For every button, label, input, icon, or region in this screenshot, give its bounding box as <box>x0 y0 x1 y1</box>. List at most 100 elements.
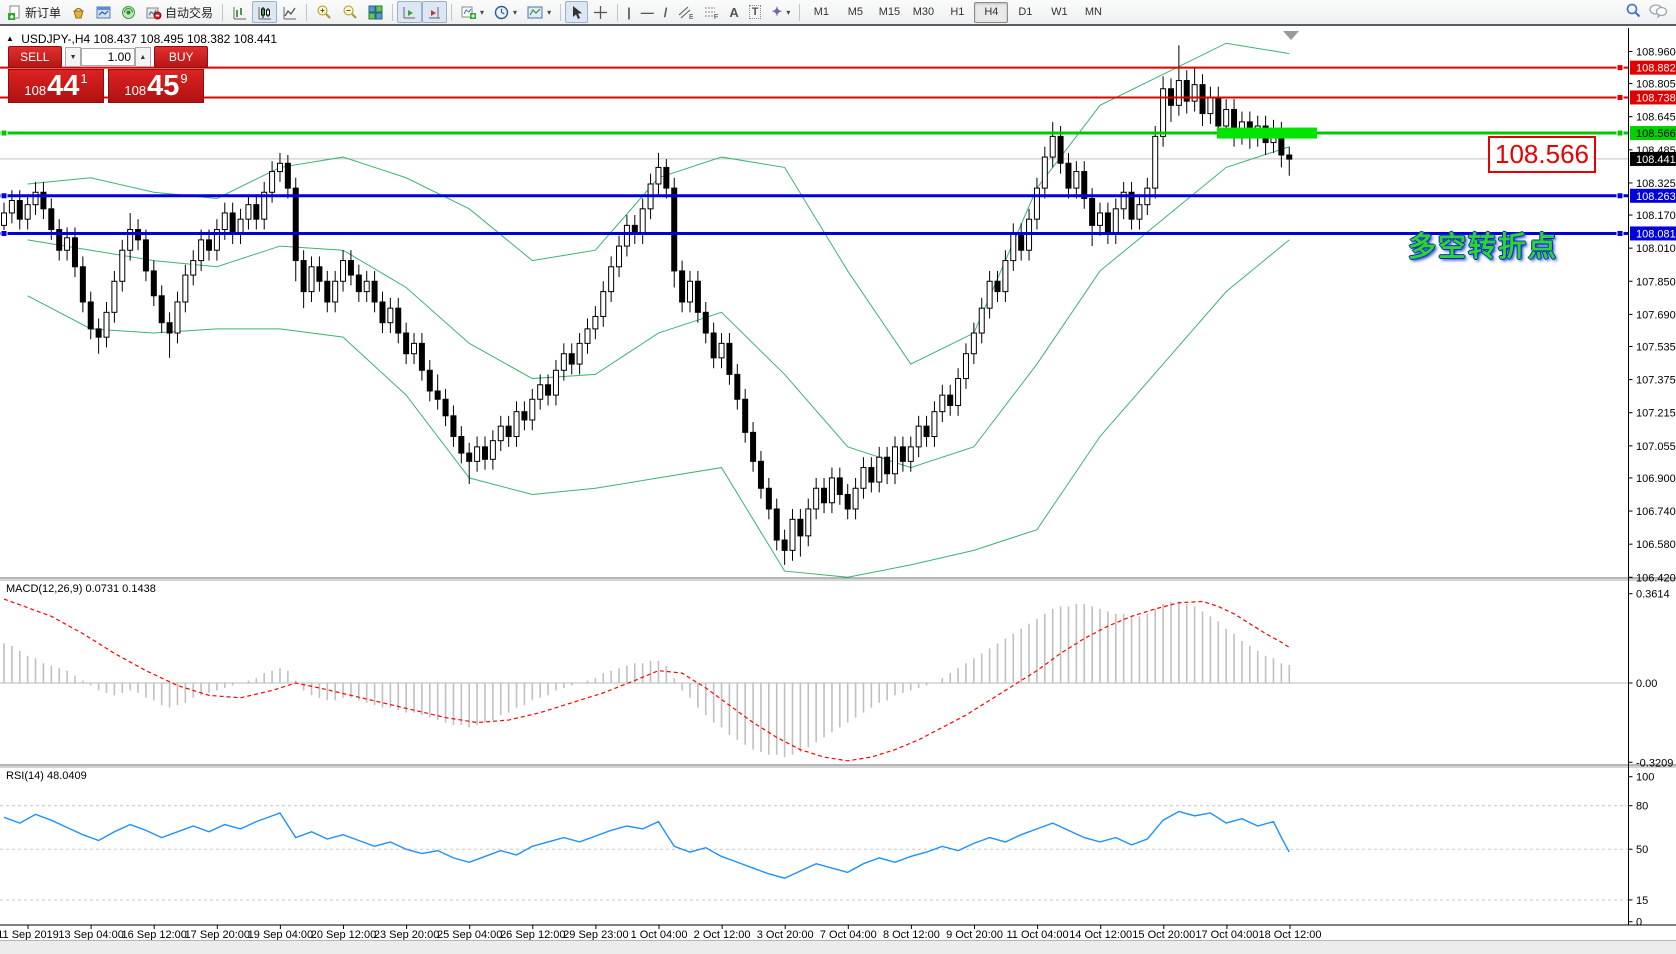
cursor-icon <box>570 5 583 20</box>
tile-windows-button[interactable] <box>363 1 388 23</box>
signals-button[interactable] <box>116 1 141 23</box>
line-chart-button[interactable] <box>277 1 302 23</box>
price-tick-label: 107.055 <box>1636 441 1676 453</box>
buy-price-tile[interactable]: 108 45 9 <box>108 69 204 103</box>
crosshair-button[interactable] <box>588 1 613 23</box>
timeframe-M5[interactable]: M5 <box>847 6 864 18</box>
price-axis: 108.960108.805108.645108.485108.325108.1… <box>1628 47 1676 584</box>
sell-price-tile[interactable]: 108 44 1 <box>8 69 104 103</box>
chart-shift-icon <box>427 5 442 20</box>
candle-body <box>308 266 315 293</box>
chart-canvas[interactable]: 108.960108.805108.645108.485108.325108.1… <box>0 28 1676 940</box>
volume-increase-button[interactable]: ▲ <box>135 47 151 67</box>
sell-button[interactable]: SELL <box>8 46 62 68</box>
candle-body <box>95 328 102 338</box>
candle-body <box>284 162 291 189</box>
text-label-tool[interactable]: T <box>744 1 767 23</box>
auto-scroll-button[interactable] <box>397 1 423 23</box>
horizontal-line-icon: — <box>640 4 654 20</box>
horizontal-line-tool[interactable]: — <box>636 1 659 23</box>
price-badge-label: 108.263 <box>1636 191 1676 203</box>
trendline-tool[interactable]: / <box>659 1 673 23</box>
volume-decrease-button[interactable]: ▼ <box>65 47 81 67</box>
price-badge <box>1630 188 1676 203</box>
candle-body <box>426 369 433 392</box>
candle-body <box>1081 171 1088 199</box>
search-icon[interactable] <box>1625 2 1642 22</box>
text-icon: A <box>729 4 739 20</box>
indicators-button[interactable]: ▾ <box>456 1 489 23</box>
channel-tool[interactable]: E <box>672 1 698 23</box>
candlestick-chart-button[interactable] <box>252 1 278 23</box>
candle-body <box>978 307 985 334</box>
vertical-line-tool[interactable]: | <box>622 1 636 23</box>
timeframe-H4[interactable]: H4 <box>974 1 1009 23</box>
timeframe-H1[interactable]: H1 <box>950 6 965 18</box>
chart-shift-button[interactable] <box>422 1 448 23</box>
terminal-button[interactable] <box>91 1 116 23</box>
line-chart-icon <box>282 5 297 20</box>
candle-body <box>694 280 701 313</box>
timeframe-M15[interactable]: M15 <box>878 6 901 18</box>
candle-body <box>868 467 875 483</box>
candle-body <box>718 342 725 359</box>
candle-body <box>324 280 331 303</box>
candle-body <box>600 291 607 317</box>
candle-body <box>955 378 962 406</box>
price-level-label[interactable]: 108.566 <box>1488 136 1596 173</box>
rsi-tick-label: 0 <box>1636 917 1642 929</box>
timeframe-MN[interactable]: MN <box>1084 6 1102 18</box>
candle-body <box>1136 204 1143 220</box>
chart-title: ▲ USDJPY-,H4 108.437 108.495 108.382 108… <box>6 32 277 46</box>
candle-body <box>663 166 670 189</box>
candle-body <box>434 390 441 400</box>
fibonacci-icon: F <box>703 5 719 20</box>
candle-body <box>537 384 544 400</box>
candle-body <box>923 425 930 438</box>
one-click-trade-panel: SELL ▼ ▲ BUY 108 44 1 108 45 9 <box>8 46 208 103</box>
timeframe-M30[interactable]: M30 <box>912 6 935 18</box>
shapes-tool[interactable]: ✦ ▾ <box>766 1 795 23</box>
timeframe-M1[interactable]: M1 <box>813 6 830 18</box>
price-badge <box>1630 126 1676 141</box>
cursor-button[interactable] <box>565 1 589 23</box>
fibonacci-tool[interactable]: F <box>698 1 724 23</box>
candle-body <box>16 200 23 220</box>
candle-body <box>1097 212 1104 226</box>
templates-button[interactable]: ▾ <box>522 1 556 23</box>
text-tool[interactable]: A <box>724 1 743 23</box>
macd-tick-label: 0.3614 <box>1636 589 1670 601</box>
candle-body <box>1033 187 1040 220</box>
candle-body <box>734 373 741 400</box>
candle-body <box>552 369 559 396</box>
bar-chart-button[interactable] <box>227 1 252 23</box>
candlestick-chart-icon <box>257 5 272 20</box>
candle-body <box>1175 79 1182 106</box>
candle-body <box>939 394 946 413</box>
volume-input[interactable] <box>81 48 135 66</box>
candle-body <box>1002 260 1009 293</box>
candle-body <box>371 280 378 303</box>
new-order-button[interactable]: 新订单 <box>2 1 66 23</box>
price-tick-label: 106.740 <box>1636 506 1676 518</box>
date-label: 25 Sep 04:00 <box>437 929 502 940</box>
candle-body <box>363 280 370 293</box>
candle-body <box>1112 208 1119 235</box>
rsi-tick-label: 15 <box>1636 895 1648 907</box>
candle-body <box>158 295 165 324</box>
periods-button[interactable]: ▾ <box>489 1 522 23</box>
date-label: 13 Sep 04:00 <box>58 929 123 940</box>
autotrade-button[interactable]: 自动交易 <box>141 1 218 23</box>
timeframe-D1[interactable]: D1 <box>1018 6 1033 18</box>
zoom-in-button[interactable] <box>311 1 337 23</box>
timeframe-W1[interactable]: W1 <box>1051 6 1068 18</box>
collapse-icon[interactable]: ▲ <box>6 34 14 43</box>
candle-body <box>892 446 899 475</box>
chevron-down-icon: ▾ <box>513 7 518 17</box>
price-tick-label: 106.420 <box>1636 572 1676 584</box>
sell-price-sup: 1 <box>80 71 88 86</box>
zoom-out-button[interactable] <box>337 1 363 23</box>
chat-icon[interactable] <box>1648 3 1668 22</box>
styler-button[interactable] <box>66 1 91 23</box>
buy-button[interactable]: BUY <box>154 46 208 68</box>
